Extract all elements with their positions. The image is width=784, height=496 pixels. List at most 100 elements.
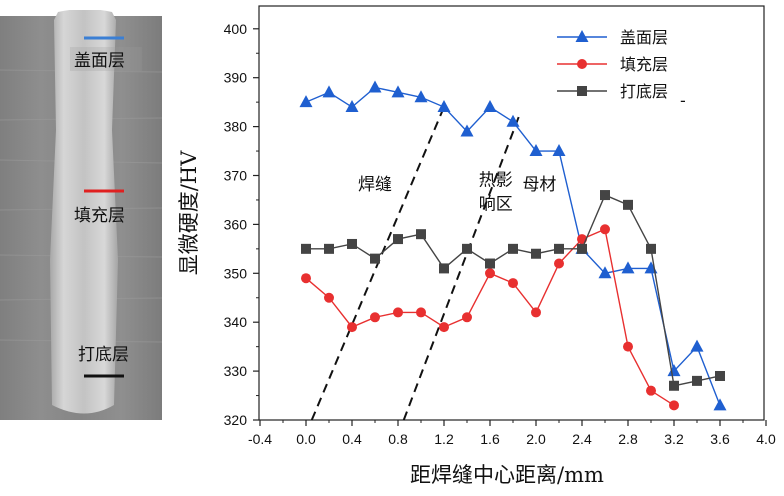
y-tick-label: 330 [224, 363, 248, 379]
data-point [644, 261, 658, 274]
plot-frame [258, 5, 765, 421]
data-point [347, 238, 357, 249]
data-point [391, 85, 405, 98]
data-point [646, 385, 656, 396]
data-point [715, 370, 725, 381]
x-tick-label: 3.2 [664, 431, 684, 447]
legend-stray-mark: - [680, 91, 686, 110]
x-tick-label: -0.4 [248, 431, 272, 447]
series-3 [301, 190, 725, 391]
data-point [301, 243, 311, 254]
series-1 [299, 80, 727, 411]
data-point [552, 144, 566, 157]
x-tick-label: 4.0 [756, 431, 776, 447]
data-point [416, 229, 426, 240]
y-tick-label: 360 [224, 216, 248, 232]
y-tick-label: 380 [224, 119, 248, 135]
y-axis-title: 显微硬度/HV [177, 150, 201, 275]
data-point [531, 307, 541, 318]
data-point [621, 261, 635, 274]
data-point [529, 144, 543, 157]
data-point [554, 258, 564, 269]
data-point [322, 85, 336, 98]
data-point [345, 100, 359, 113]
data-point [506, 114, 520, 127]
data-point [324, 243, 334, 254]
data-point [439, 322, 449, 333]
data-point [485, 268, 495, 279]
boundary-line [402, 116, 520, 421]
data-point [483, 100, 497, 113]
weld-bead [50, 10, 118, 414]
x-tick-label: 3.6 [710, 431, 730, 447]
legend-label: 填充层 [620, 55, 668, 74]
y-axis: 320 330 340 350 360 370 380 390 400 [224, 21, 259, 428]
zone-label: 响区 [479, 194, 513, 214]
data-point [368, 80, 382, 93]
root-layer-label: 打底层 [78, 345, 129, 365]
y-tick-label: 320 [224, 412, 248, 428]
x-tick-label: 2.0 [526, 431, 546, 447]
data-point [669, 400, 679, 411]
zone-label: 母材 [522, 175, 556, 195]
data-point [623, 341, 633, 352]
data-point [508, 243, 518, 254]
legend-label: 盖面层 [620, 28, 668, 47]
data-point [301, 273, 311, 284]
x-tick-label: 0.8 [388, 431, 408, 447]
data-point [598, 266, 612, 279]
data-point [646, 243, 656, 254]
fill-layer-label: 填充层 [74, 206, 125, 226]
data-point [393, 307, 403, 318]
y-tick-label: 400 [224, 21, 248, 37]
x-tick-label: 1.6 [480, 431, 500, 447]
series-line [305, 228, 675, 406]
legend-marker [575, 30, 589, 42]
x-axis: -0.4 0.0 0.4 0.8 1.2 1.6 2.0 2.4 2.8 3.2 3.6 4.0 [248, 420, 776, 447]
data-point [713, 398, 727, 411]
data-point [667, 364, 681, 377]
data-point [690, 339, 704, 352]
data-point [623, 199, 633, 210]
x-axis-title: 距焊缝中心距离/mm [410, 463, 604, 487]
data-point [531, 248, 541, 259]
legend-marker [577, 59, 587, 69]
series-line [306, 194, 721, 387]
data-point [439, 263, 449, 274]
data-point [462, 312, 472, 323]
data-point [600, 190, 610, 201]
data-point [416, 307, 426, 318]
y-tick-label: 350 [224, 265, 248, 281]
data-point [669, 380, 679, 391]
data-point [393, 234, 403, 245]
x-tick-label: 0.4 [342, 431, 362, 447]
data-point [324, 292, 334, 303]
data-point [692, 375, 702, 386]
y-tick-label: 340 [224, 314, 248, 330]
data-point [577, 243, 587, 254]
y-tick-label: 390 [224, 70, 248, 86]
cap-label-bg [70, 47, 142, 71]
data-point [437, 100, 451, 113]
zone-label: 焊缝 [358, 175, 392, 195]
data-point [485, 258, 495, 269]
y-tick-label: 370 [224, 168, 248, 184]
data-point [554, 243, 564, 254]
legend-label: 打底层 [620, 82, 668, 101]
data-point [370, 253, 380, 264]
x-tick-label: 1.2 [434, 431, 454, 447]
data-series [299, 80, 727, 411]
data-point [370, 312, 380, 323]
data-point [414, 90, 428, 103]
data-point [462, 243, 472, 254]
data-point [508, 278, 518, 289]
data-point [460, 124, 474, 137]
data-point [299, 95, 313, 108]
x-tick-label: 2.4 [572, 431, 592, 447]
x-tick-label: 0.0 [296, 431, 316, 447]
cap-layer-label: 盖面层 [74, 51, 125, 71]
series-2 [301, 224, 679, 411]
